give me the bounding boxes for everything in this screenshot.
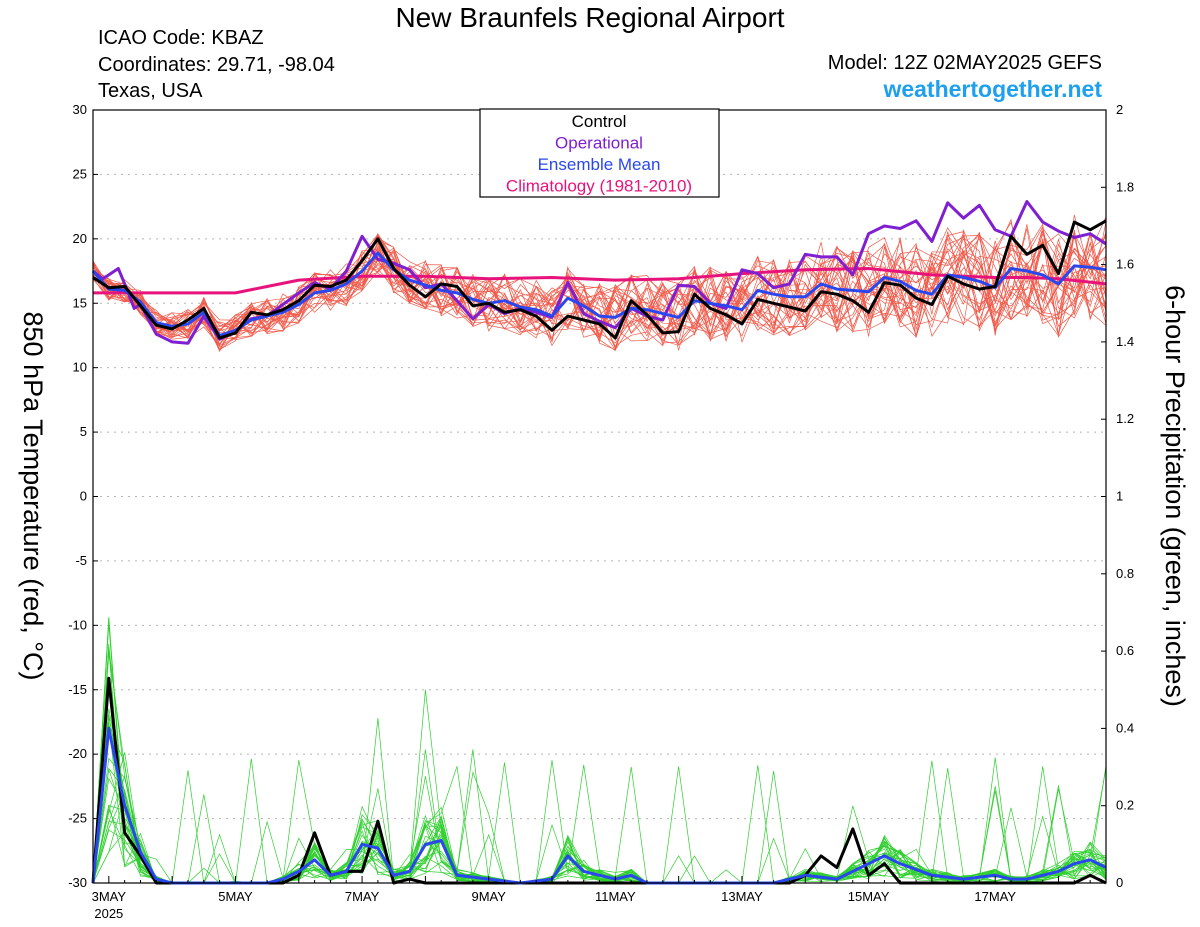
- left-tick-label: 5: [80, 424, 87, 439]
- temperature-member-line: [92, 229, 1107, 351]
- precipitation-member-line: [92, 749, 1107, 884]
- x-tick-label: 9MAY: [471, 889, 506, 904]
- temperature-ensemble-mean-line: [91, 251, 1107, 337]
- x-tick-label: 3MAY: [92, 889, 127, 904]
- right-tick-label: 1.6: [1116, 257, 1134, 272]
- axes: -30-25-20-15-10-505101520253000.20.40.60…: [18, 102, 1190, 921]
- precipitation-member-line: [92, 684, 1107, 884]
- left-tick-label: -30: [68, 875, 87, 890]
- precipitation-member-line: [92, 752, 1107, 884]
- legend-entry: Control: [572, 112, 627, 131]
- left-axis-title: 850 hPa Temperature (red, °C): [18, 312, 48, 681]
- left-tick-label: -25: [68, 811, 87, 826]
- precipitation-member-line: [92, 714, 1107, 884]
- left-tick-label: 30: [73, 102, 87, 117]
- precipitation-member-line: [92, 647, 1107, 884]
- left-tick-label: -15: [68, 682, 87, 697]
- precipitation-members: [92, 617, 1107, 884]
- right-tick-label: 1.2: [1116, 411, 1134, 426]
- x-tick-label: 5MAY: [218, 889, 253, 904]
- temperature-member-line: [92, 218, 1107, 340]
- left-tick-label: 0: [80, 489, 87, 504]
- precipitation-member-line: [92, 757, 1107, 884]
- precipitation-member-line: [92, 774, 1107, 884]
- grid: [93, 173, 1106, 820]
- right-tick-label: 0.4: [1116, 720, 1134, 735]
- precipitation-member-line: [92, 646, 1106, 884]
- temperature-member-line: [92, 241, 1107, 352]
- right-tick-label: 0.8: [1116, 566, 1134, 581]
- precipitation-member-line: [92, 718, 1107, 884]
- legend-box: [479, 108, 720, 198]
- precipitation-member-line: [92, 689, 1107, 884]
- x-year-label: 2025: [94, 906, 123, 921]
- coordinates: Coordinates: 29.71, -98.04: [98, 54, 335, 76]
- temperature-member-line: [92, 233, 1107, 352]
- left-tick-label: -5: [75, 553, 87, 568]
- precipitation-member-line: [92, 708, 1107, 884]
- precipitation-member-line: [92, 725, 1107, 884]
- x-tick-label: 17MAY: [974, 889, 1016, 904]
- right-tick-label: 2: [1116, 102, 1123, 117]
- right-tick-label: 1: [1116, 489, 1123, 504]
- precipitation-member-line: [92, 769, 1107, 884]
- left-tick-label: -10: [68, 617, 87, 632]
- precipitation-ensemble-mean-line: [91, 726, 1107, 885]
- precipitation-member-line: [92, 717, 1107, 884]
- left-tick-label: 15: [73, 295, 87, 310]
- temperature-member-line: [92, 231, 1107, 340]
- temperature-members: [92, 214, 1107, 352]
- temperature-climatology-line: [93, 267, 1107, 295]
- precipitation-member-line: [92, 724, 1107, 884]
- precipitation-member-line: [92, 691, 1107, 884]
- precipitation-control-line: [91, 676, 1107, 885]
- right-tick-label: 0: [1116, 875, 1123, 890]
- chart-title: New Braunfels Regional Airport: [395, 2, 785, 33]
- precipitation-member-line: [92, 617, 1107, 884]
- right-tick-label: 1.8: [1116, 179, 1134, 194]
- right-axis-title: 6-hour Precipitation (green, inches): [1160, 285, 1190, 707]
- precipitation-member-line: [92, 624, 1107, 884]
- left-tick-label: 10: [73, 360, 87, 375]
- x-tick-label: 13MAY: [721, 889, 763, 904]
- precipitation-member-line: [92, 643, 1107, 884]
- precipitation-member-line: [92, 653, 1107, 884]
- site-link[interactable]: weathertogether.net: [883, 76, 1102, 102]
- temperature-member-line: [92, 230, 1107, 342]
- temperature-member-line: [92, 234, 1107, 346]
- precipitation-member-line: [92, 765, 1107, 884]
- precipitation-member-line: [92, 765, 1107, 884]
- right-tick-label: 0.6: [1116, 643, 1134, 658]
- legend: Control Operational Ensemble Mean Climatolo…: [479, 108, 720, 198]
- left-tick-label: 20: [73, 231, 87, 246]
- left-tick-label: -20: [68, 746, 87, 761]
- legend-entry: Ensemble Mean: [538, 155, 661, 174]
- model-run: Model: 12Z 02MAY2025 GEFS: [827, 52, 1102, 74]
- x-tick-label: 7MAY: [345, 889, 380, 904]
- x-tick-label: 11MAY: [595, 889, 636, 904]
- precipitation-member-line: [92, 768, 1107, 884]
- legend-entry: Operational: [555, 134, 643, 153]
- temperature-member-line: [92, 238, 1107, 338]
- x-tick-label: 15MAY: [848, 889, 890, 904]
- precipitation-member-line: [92, 758, 1107, 884]
- right-tick-label: 1.4: [1116, 334, 1134, 349]
- temperature-control-line: [92, 219, 1107, 340]
- region: Texas, USA: [98, 80, 203, 102]
- precipitation-member-line: [92, 617, 1107, 884]
- icao-code: ICAO Code: KBAZ: [98, 27, 264, 49]
- left-tick-label: 25: [73, 166, 87, 181]
- right-tick-label: 0.2: [1116, 798, 1134, 813]
- legend-entry: Climatology (1981-2010): [506, 177, 692, 196]
- precipitation-member-line: [92, 722, 1107, 884]
